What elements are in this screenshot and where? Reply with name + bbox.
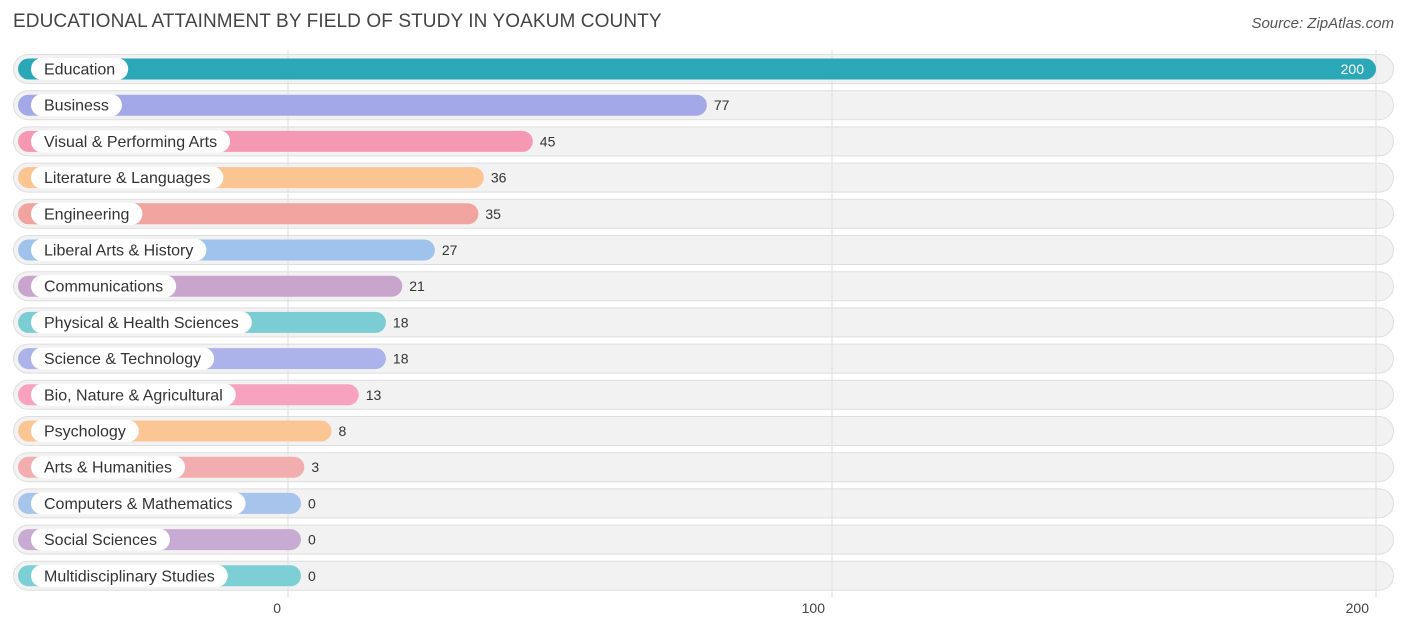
bar-value-label: 200	[1341, 61, 1365, 77]
bar-label-pill	[31, 94, 122, 117]
bar-value-label: 21	[409, 278, 425, 294]
bar-label-pill	[31, 383, 236, 406]
bar-label: Visual & Performing Arts	[44, 134, 217, 151]
chart-title: EDUCATIONAL ATTAINMENT BY FIELD OF STUDY…	[13, 11, 662, 32]
bar-label: Liberal Arts & History	[44, 243, 193, 260]
bar-label-pill	[31, 275, 177, 298]
bar-label-pill	[31, 528, 170, 551]
bar-value-label: 77	[714, 97, 730, 113]
bar-value-label: 8	[339, 423, 347, 439]
bar-label: Bio, Nature & Agricultural	[44, 387, 223, 404]
bar-label: Communications	[44, 279, 163, 296]
bar-value-label: 0	[308, 568, 316, 584]
bar-value-label: 3	[311, 459, 319, 475]
bar-value-label: 18	[393, 351, 409, 367]
row-track	[13, 488, 1394, 519]
bar-label: Arts & Humanities	[44, 460, 172, 477]
row-track	[13, 452, 1394, 483]
bar-label-pill	[31, 311, 252, 334]
x-tick-label: 200	[1346, 600, 1370, 616]
bar-label: Computers & Mathematics	[44, 496, 233, 513]
bar-value-label: 18	[393, 314, 409, 330]
bar-label: Physical & Health Sciences	[44, 315, 239, 332]
bar-label-pill	[31, 564, 228, 587]
bar-label-pill	[31, 130, 231, 153]
x-tick-label: 100	[802, 600, 826, 616]
row-track	[13, 560, 1394, 591]
bars: Education 200 Business 77 Visual & Performin…	[18, 58, 1376, 587]
bar-value-label: 45	[540, 133, 556, 149]
bar-label-pill	[31, 166, 224, 189]
bar-value-label: 27	[442, 242, 458, 258]
bar-label-pill	[31, 239, 207, 261]
bar-label-pill	[31, 420, 139, 442]
bar-label: Engineering	[44, 206, 129, 223]
bar-label: Literature & Languages	[44, 170, 210, 187]
row-track	[13, 379, 1394, 410]
bar-label-pill	[31, 58, 129, 80]
bar-label-pill	[31, 202, 143, 225]
x-tick-label: 0	[273, 600, 281, 616]
x-axis: 0 100 200	[273, 600, 1369, 616]
bar-label: Business	[44, 98, 109, 115]
bar-label: Social Sciences	[44, 532, 157, 549]
bar-value-label: 36	[491, 170, 507, 186]
bar-label-pill	[31, 492, 246, 515]
row-track	[13, 524, 1394, 555]
bar	[18, 94, 707, 116]
bar-value-label: 35	[485, 206, 501, 222]
bar-label: Multidisciplinary Studies	[44, 568, 215, 585]
bar-label-pill	[31, 456, 186, 479]
bar-value-label: 13	[366, 387, 382, 403]
bar-label: Education	[44, 62, 115, 79]
bar-label-pill	[31, 347, 215, 370]
bar-label: Science & Technology	[44, 351, 201, 368]
bar	[18, 58, 1376, 80]
bar-value-label: 0	[308, 532, 316, 548]
bar-value-label: 0	[308, 495, 316, 511]
row-track	[13, 416, 1394, 446]
bar-label: Psychology	[44, 424, 126, 441]
chart-source: Source: ZipAtlas.com	[1251, 15, 1394, 32]
